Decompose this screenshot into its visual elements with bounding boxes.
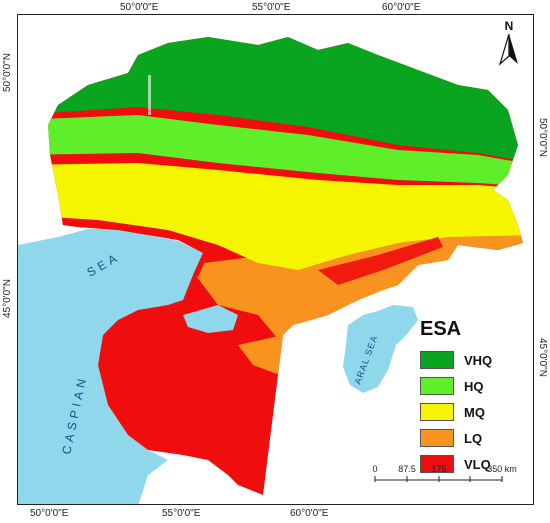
scale-tick-87-5: 87.5: [398, 464, 416, 474]
legend-swatch-hq: [420, 377, 454, 395]
legend-swatch-vlq: [420, 455, 454, 473]
legend-label-vhq: VHQ: [464, 352, 493, 368]
legend: ESA VHQ HQ MQ LQ VLQ: [412, 318, 524, 479]
north-label: N: [504, 19, 514, 33]
map-frame: CASPIAN SEA ARAL SEA: [17, 14, 534, 505]
legend-label-lq: LQ: [464, 430, 483, 446]
legend-item-mq: MQ: [412, 401, 524, 423]
north-arrow: N: [494, 20, 524, 68]
scale-tick-0: 0: [372, 464, 377, 474]
coord-bottom-50: 50°0'0"E: [30, 508, 69, 519]
legend-item-vlq: VLQ: [412, 453, 524, 475]
scale-bar-graphic: 0 87.5 175 350 km: [372, 464, 517, 482]
coord-right-45n: 45°0'0"N: [537, 338, 548, 377]
coord-bottom-55: 55°0'0"E: [162, 508, 201, 519]
coord-left-45n: 45°0'0"N: [2, 279, 13, 318]
coord-top-50: 50°0'0"E: [120, 2, 159, 13]
scale-tick-350: 350 km: [487, 464, 517, 474]
coord-right-50n: 50°0'0"N: [537, 118, 548, 157]
legend-item-hq: HQ: [412, 375, 524, 397]
scale-bar: 0 87.5 175 350 km: [370, 460, 520, 500]
legend-label-hq: HQ: [464, 378, 484, 394]
coord-bottom-60: 60°0'0"E: [290, 508, 329, 519]
legend-label-mq: MQ: [464, 404, 485, 420]
coord-top-60: 60°0'0"E: [382, 2, 421, 13]
coord-left-50n: 50°0'0"N: [2, 53, 13, 92]
legend-swatch-lq: [420, 429, 454, 447]
bay-water: [183, 305, 238, 333]
scale-tick-175: 175: [431, 464, 446, 474]
north-arrow-icon: [498, 33, 518, 66]
caspian-sea: [18, 229, 203, 504]
legend-title: ESA: [420, 318, 462, 340]
aral-sea: [343, 305, 418, 393]
legend-item-lq: LQ: [412, 427, 524, 449]
legend-swatch-vhq: [420, 351, 454, 369]
legend-item-vhq: VHQ: [412, 349, 524, 371]
legend-label-vlq: VLQ: [464, 456, 491, 472]
map-canvas: CASPIAN SEA ARAL SEA: [18, 37, 523, 504]
coord-top-55: 55°0'0"E: [252, 2, 291, 13]
legend-swatch-mq: [420, 403, 454, 421]
